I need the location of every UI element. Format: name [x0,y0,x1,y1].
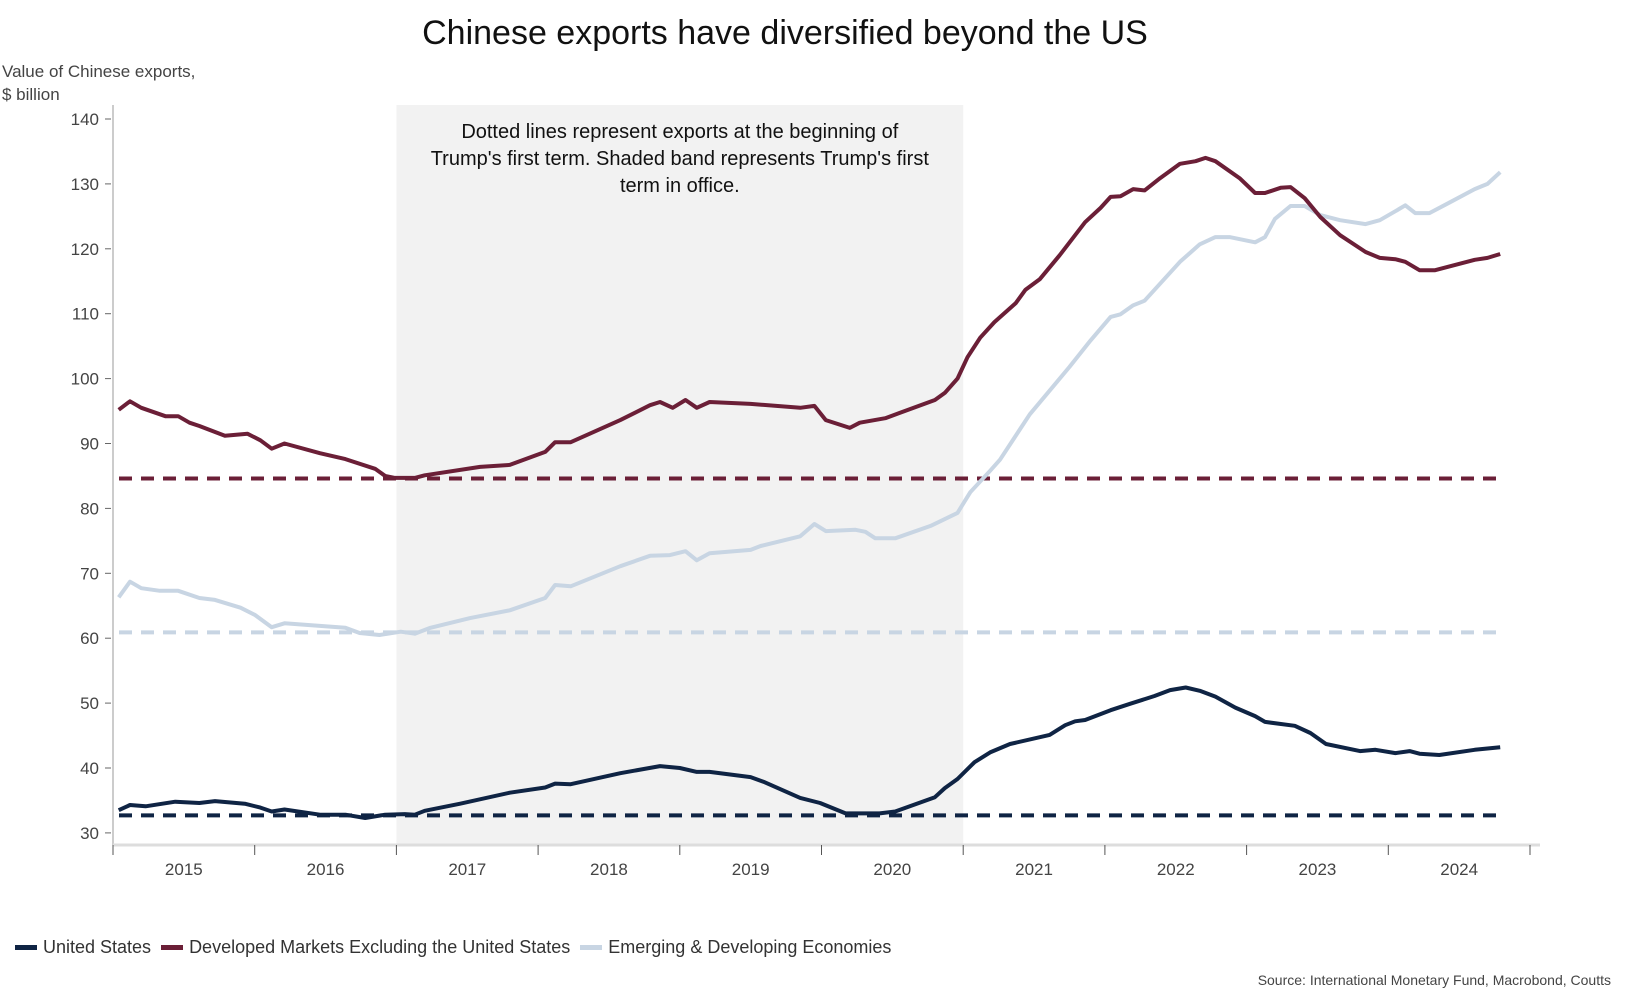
y-tick-label: 30 [80,824,99,843]
x-tick-label: 2018 [590,860,628,879]
legend-swatch-developed-markets [161,945,184,950]
x-tick-label: 2016 [307,860,345,879]
y-axis-label-line-1: Value of Chinese exports, [2,62,196,81]
y-tick-label: 130 [71,175,99,194]
legend-label: Developed Markets Excluding the United S… [189,937,571,957]
y-tick-label: 90 [80,435,99,454]
x-tick-label: 2019 [732,860,770,879]
x-tick-label: 2022 [1157,860,1195,879]
x-tick-label: 2024 [1440,860,1478,879]
y-tick-label: 70 [80,564,99,583]
series-line-0 [117,685,1501,820]
y-tick-label: 50 [80,694,99,713]
y-tick-label: 40 [80,759,99,778]
x-tick-label: 2023 [1299,860,1337,879]
chart-title: Chinese exports have diversified beyond … [422,14,1148,52]
y-tick-label: 60 [80,629,99,648]
y-tick-label: 120 [71,240,99,259]
y-tick-label: 80 [80,499,99,518]
legend-swatch-united-states [15,945,37,950]
series-line-2 [117,170,1502,637]
legend-item-emerging-economies: Emerging & Developing Economies [580,937,891,958]
x-tick-label: 2020 [873,860,911,879]
annotation-line: Dotted lines represent exports at the be… [461,121,898,143]
source-note: Source: International Monetary Fund, Mac… [1257,972,1611,988]
legend-item-developed-markets: Developed Markets Excluding the United S… [161,937,570,958]
y-tick-label: 140 [71,110,99,129]
shaded-band [396,105,964,845]
annotation-line: term in office. [620,175,740,197]
legend: United States Developed Markets Excludin… [15,937,891,958]
x-tick-label: 2015 [165,860,203,879]
y-tick-label: 110 [72,305,99,324]
legend-swatch-emerging-economies [580,945,603,950]
legend-label: United States [43,937,152,957]
x-tick-label: 2021 [1015,860,1053,879]
legend-item-united-states: United States [15,937,151,958]
series-line-1 [117,155,1501,480]
annotation-line: Trump's first term. Shaded band represen… [431,148,930,170]
y-axis-label-line-2: $ billion [2,85,60,104]
legend-label: Emerging & Developing Economies [608,937,892,957]
y-tick-label: 100 [71,370,99,389]
x-tick-label: 2017 [448,860,486,879]
y-axis-label: Value of Chinese exports, $ billion [2,60,262,106]
